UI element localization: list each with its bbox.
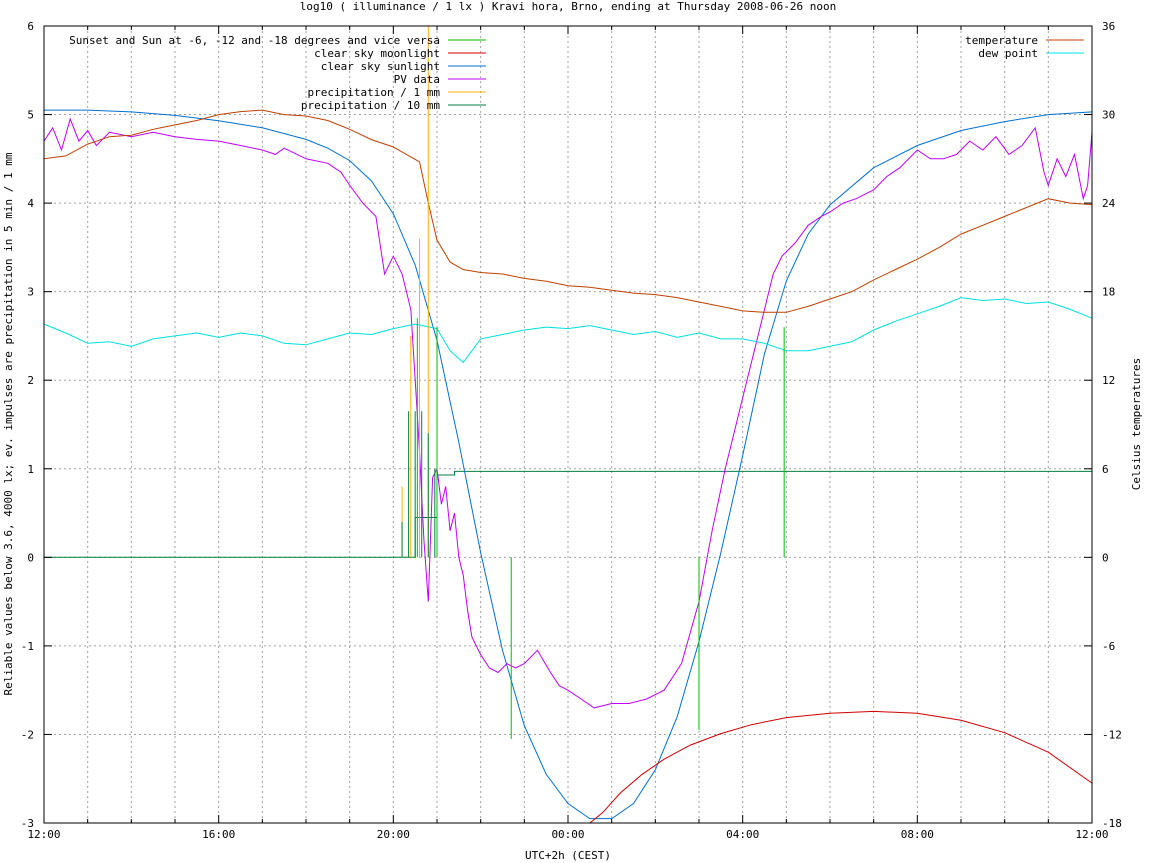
legend-left-label: Sunset and Sun at -6, -12 and -18 degree…	[69, 34, 440, 47]
y2-tick-label: 24	[1102, 197, 1116, 210]
x-tick-label: 04:00	[726, 828, 759, 841]
x-tick-label: 00:00	[551, 828, 584, 841]
y-tick-label: -3	[21, 817, 34, 830]
x-tick-label: 20:00	[377, 828, 410, 841]
x-axis-label: UTC+2h (CEST)	[525, 849, 611, 862]
y-tick-label: -2	[21, 728, 34, 741]
legend-right-label: temperature	[965, 34, 1038, 47]
x-tick-label: 08:00	[901, 828, 934, 841]
series-dew-point	[43, 297, 1093, 364]
y-tick-label: 2	[27, 374, 34, 387]
series-clear-sky-sunlight	[44, 109, 1093, 820]
ticks: 12:00 16:00 20:00 00:00 04:00 08:00 12:00 6 5 4 3 2…	[21, 20, 1122, 841]
series-pv-data	[43, 117, 1093, 709]
legend-right-label: dew point	[978, 47, 1038, 60]
y-tick-label: -1	[21, 640, 34, 653]
y-tick-label: 5	[27, 109, 34, 122]
legend-left-label: clear sky moonlight	[314, 47, 440, 60]
y-axis-label: Reliable values below 3.6, 4000 lx; ev. …	[2, 152, 15, 695]
y2-tick-label: 12	[1102, 374, 1115, 387]
y-tick-label: 3	[27, 286, 34, 299]
y2-axis-label: Celsius temperatures	[1130, 358, 1143, 490]
y2-tick-label: 18	[1102, 286, 1115, 299]
legend-left-label: precipitation / 1 mm	[308, 86, 441, 99]
series-clear-sky-moonlight	[589, 710, 1093, 824]
y2-tick-label: -6	[1102, 640, 1115, 653]
y2-tick-label: -18	[1102, 817, 1122, 830]
chart-title: log10 ( illuminance / 1 lx ) Kravi hora,…	[300, 0, 836, 13]
y2-tick-label: 0	[1102, 551, 1109, 564]
legend-left-label: precipitation / 10 mm	[301, 99, 440, 112]
y2-tick-label: 6	[1102, 463, 1109, 476]
x-tick-label: 12:00	[27, 828, 60, 841]
y2-tick-label: 36	[1102, 20, 1115, 33]
series-layer	[43, 26, 1093, 824]
x-tick-label: 12:00	[1075, 828, 1108, 841]
legend-left: Sunset and Sun at -6, -12 and -18 degree…	[69, 34, 486, 112]
legend-left-label: clear sky sunlight	[321, 60, 440, 73]
y-tick-label: 4	[27, 197, 34, 210]
y-tick-label: 0	[27, 551, 34, 564]
y-tick-label: 1	[27, 463, 34, 476]
series-temperature	[43, 109, 1093, 313]
legend-left-label: PV data	[394, 73, 440, 86]
y2-tick-label: -12	[1102, 728, 1122, 741]
x-tick-label: 16:00	[202, 828, 235, 841]
y2-tick-label: 30	[1102, 109, 1115, 122]
y-tick-label: 6	[27, 20, 34, 33]
